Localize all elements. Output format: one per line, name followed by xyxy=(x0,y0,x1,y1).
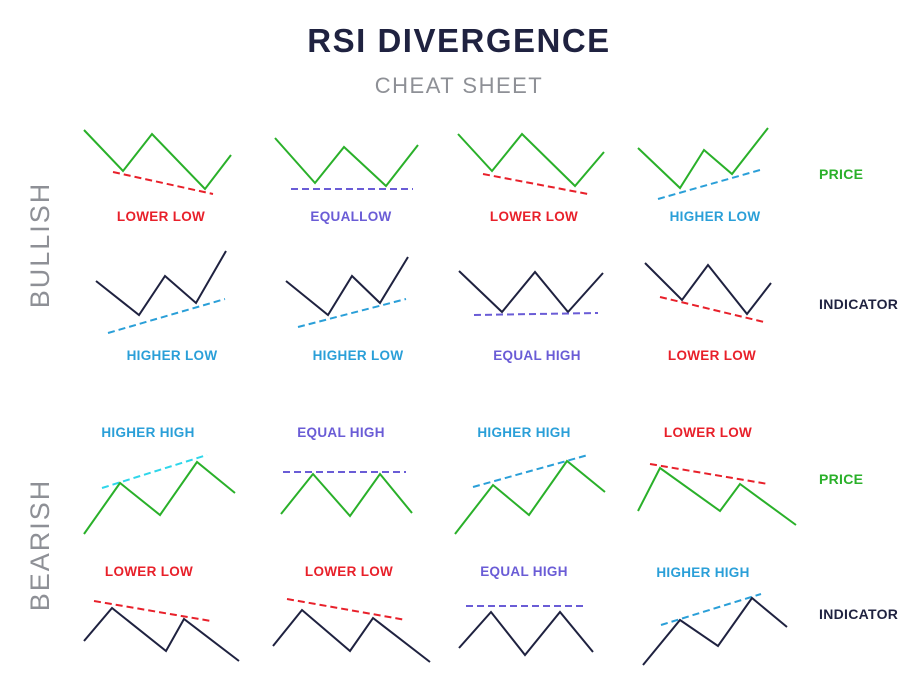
bearish-price-label-2: EQUAL HIGH xyxy=(297,425,385,440)
page-title: RSI DIVERGENCE xyxy=(307,22,611,59)
bullish-price-pattern-4: HIGHER LOW xyxy=(637,127,769,224)
bullish-indicator-pattern-2: HIGHER LOW xyxy=(285,256,409,363)
bullish-price-label-4: HIGHER LOW xyxy=(670,209,761,224)
bearish-indicator-pattern-1: LOWER LOW xyxy=(83,564,240,662)
bearish-indicator-label-1: LOWER LOW xyxy=(105,564,193,579)
bearish-indicator-pattern-3: EQUAL HIGH xyxy=(458,564,594,657)
bearish-price-pattern-2: EQUAL HIGH xyxy=(280,425,413,518)
bearish-price-pattern-3: HIGHER HIGH xyxy=(454,425,606,535)
bearish-indicator-pattern-2: LOWER LOW xyxy=(272,564,431,663)
section-label-bearish: BEARISH xyxy=(25,479,55,612)
bullish-indicator-label-4: LOWER LOW xyxy=(668,348,756,363)
bullish-price-label-1: LOWER LOW xyxy=(117,209,205,224)
bullish-indicator-pattern-4: LOWER LOW xyxy=(644,262,772,363)
bullish-indicator-label-2: HIGHER LOW xyxy=(313,348,404,363)
bearish-indicator-label-4: HIGHER HIGH xyxy=(656,565,749,580)
bullish-indicator-label-3: EQUAL HIGH xyxy=(493,348,581,363)
bearish-indicator-label-2: LOWER LOW xyxy=(305,564,393,579)
bullish-price-pattern-3: LOWER LOW xyxy=(457,132,605,224)
bullish-indicator-label-1: HIGHER LOW xyxy=(127,348,218,363)
bearish-price-label-3: HIGHER HIGH xyxy=(477,425,570,440)
bullish-indicator-pattern-1: HIGHER LOW xyxy=(95,250,227,363)
bearish-price-label-4: LOWER LOW xyxy=(664,425,752,440)
bearish-indicator-pattern-4: HIGHER HIGH xyxy=(642,565,788,666)
bullish-price-pattern-2: EQUALLOW xyxy=(274,137,419,224)
bearish-price-pattern-1: HIGHER HIGH xyxy=(83,425,236,535)
row-label-bullish-indicator: INDICATOR xyxy=(819,296,898,312)
section-label-bullish: BULLISH xyxy=(25,182,55,309)
bullish-price-label-3: LOWER LOW xyxy=(490,209,578,224)
row-label-bearish-price: PRICE xyxy=(819,471,863,487)
row-label-bullish-price: PRICE xyxy=(819,166,863,182)
bearish-indicator-label-3: EQUAL HIGH xyxy=(480,564,568,579)
bullish-price-label-2: EQUALLOW xyxy=(310,209,391,224)
page-subtitle: CHEAT SHEET xyxy=(374,73,544,98)
bullish-price-pattern-1: LOWER LOW xyxy=(83,129,232,224)
row-label-bearish-indicator: INDICATOR xyxy=(819,606,898,622)
bearish-price-pattern-4: LOWER LOW xyxy=(637,425,797,526)
bullish-indicator-pattern-3: EQUAL HIGH xyxy=(458,270,604,363)
bearish-price-label-1: HIGHER HIGH xyxy=(101,425,194,440)
